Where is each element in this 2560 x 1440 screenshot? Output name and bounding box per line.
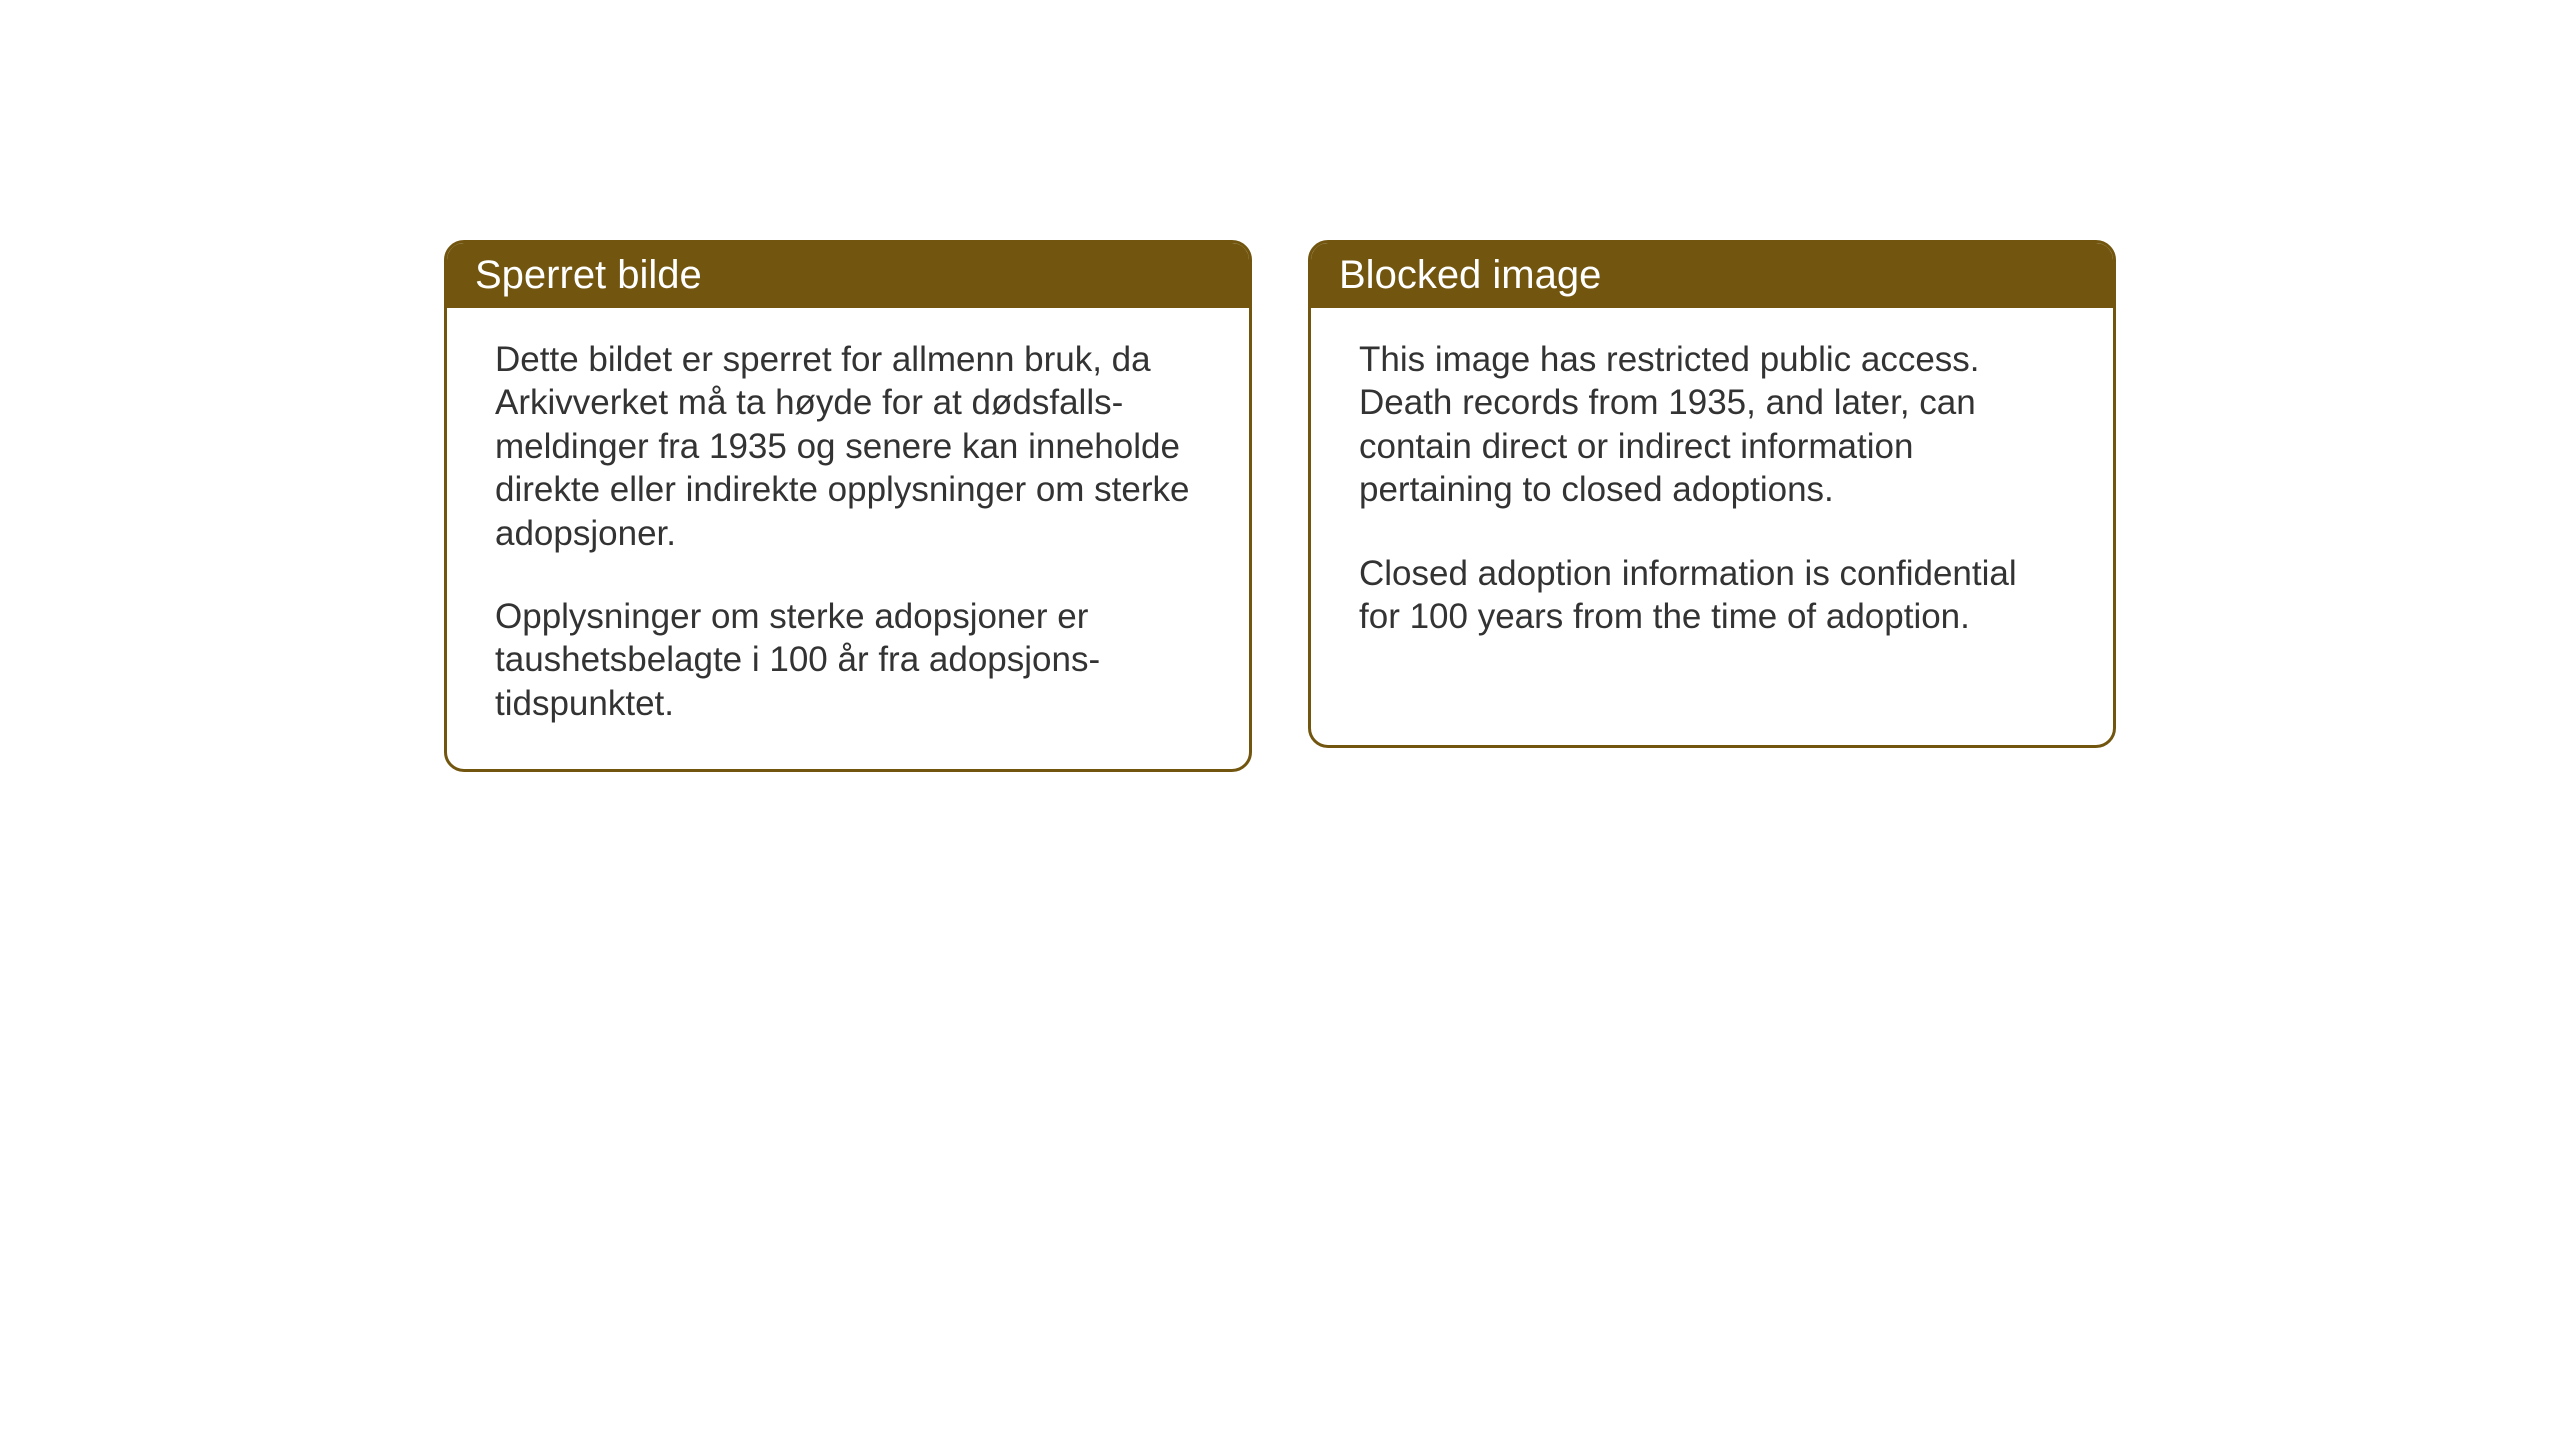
card-title-english: Blocked image [1339, 253, 1601, 297]
paragraph-1-english: This image has restricted public access.… [1359, 338, 2065, 512]
notice-card-english: Blocked image This image has restricted … [1308, 240, 2116, 748]
paragraph-2-english: Closed adoption information is confident… [1359, 552, 2065, 639]
paragraph-2-norwegian: Opplysninger om sterke adopsjoner er tau… [495, 595, 1201, 725]
card-title-norwegian: Sperret bilde [475, 253, 702, 297]
card-body-norwegian: Dette bildet er sperret for allmenn bruk… [447, 308, 1249, 769]
notice-container: Sperret bilde Dette bildet er sperret fo… [444, 240, 2116, 772]
paragraph-1-norwegian: Dette bildet er sperret for allmenn bruk… [495, 338, 1201, 555]
notice-card-norwegian: Sperret bilde Dette bildet er sperret fo… [444, 240, 1252, 772]
card-header-english: Blocked image [1311, 243, 2113, 308]
card-body-english: This image has restricted public access.… [1311, 308, 2113, 682]
card-header-norwegian: Sperret bilde [447, 243, 1249, 308]
